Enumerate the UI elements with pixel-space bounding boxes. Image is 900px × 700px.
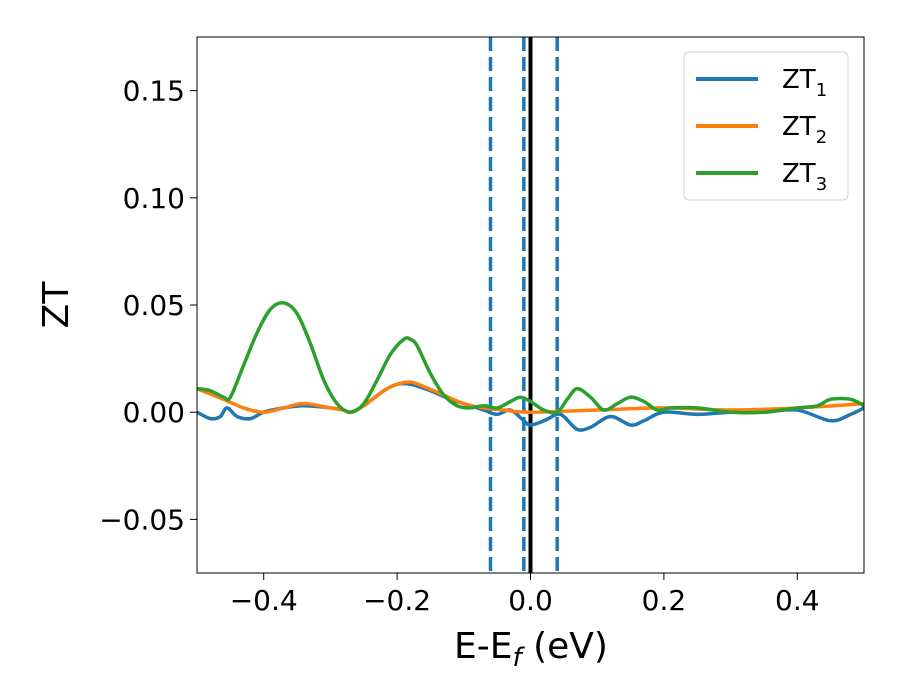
series-line-3 xyxy=(197,300,864,415)
x-tick-label: 0.4 xyxy=(775,584,820,617)
legend: ZT1 ZT2 ZT3 xyxy=(683,51,849,201)
y-axis-label: ZT xyxy=(36,281,77,329)
series-line-2 xyxy=(197,380,864,415)
series-layer xyxy=(197,300,864,432)
legend-box xyxy=(683,51,849,201)
reference-lines xyxy=(488,37,559,573)
x-tick-label: 0.2 xyxy=(642,584,687,617)
y-tick-label: 0.10 xyxy=(123,182,185,215)
legend-label-2: ZT2 xyxy=(782,112,827,148)
y-tick-label: 0.15 xyxy=(123,75,185,108)
y-axis-ticks: −0.05 0.00 0.05 0.10 0.15 xyxy=(99,75,197,536)
y-tick-label: −0.05 xyxy=(99,503,185,536)
legend-label-3: ZT3 xyxy=(782,159,827,195)
y-tick-label: 0.00 xyxy=(123,396,185,429)
x-axis-ticks: −0.4 −0.2 0.0 0.2 0.4 xyxy=(230,573,820,617)
x-tick-label: −0.4 xyxy=(230,584,298,617)
x-tick-label: −0.2 xyxy=(363,584,431,617)
legend-label-1: ZT1 xyxy=(782,65,827,101)
x-tick-label: 0.0 xyxy=(508,584,553,617)
x-axis-label-suffix: (eV) xyxy=(522,626,608,667)
x-axis-label-base: E-E xyxy=(454,626,512,667)
x-axis-label: E-Ef (eV) xyxy=(454,626,608,673)
y-tick-label: 0.05 xyxy=(123,289,185,322)
